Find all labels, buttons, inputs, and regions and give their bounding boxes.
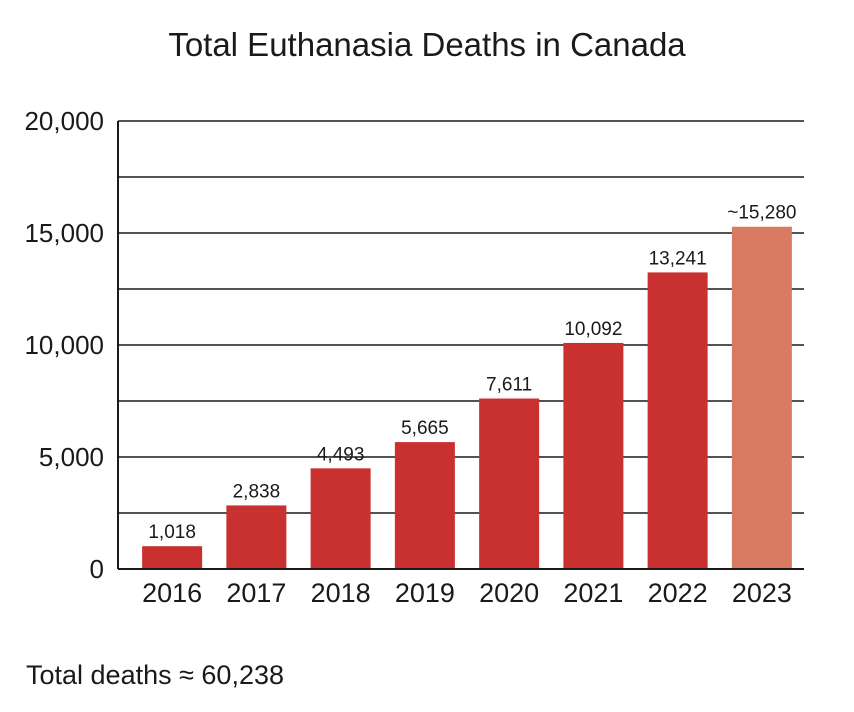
- bar-2018: [310, 468, 371, 569]
- bar-2021: [563, 342, 624, 569]
- bars: [142, 226, 792, 569]
- bar-2019: [394, 442, 455, 569]
- y-tick-label: 0: [90, 554, 104, 584]
- y-tick-label: 20,000: [24, 106, 104, 136]
- x-tick-label: 2019: [395, 578, 455, 608]
- bar-2020: [479, 398, 540, 569]
- total-deaths-note: Total deaths ≈ 60,238: [26, 660, 285, 690]
- data-label-2019: 5,665: [401, 418, 449, 439]
- x-tick-label: 2018: [311, 578, 371, 608]
- x-tick-label: 2021: [563, 578, 623, 608]
- x-axis-ticks: 2016 2017 2018 2019 2020 2021 2022 2023: [142, 578, 792, 608]
- x-tick-label: 2022: [648, 578, 708, 608]
- bar-2022: [647, 272, 708, 569]
- bar-2016: [142, 546, 203, 569]
- data-label-2018: 4,493: [317, 444, 365, 465]
- bar-2023: [731, 226, 792, 569]
- data-label-2023: ~15,280: [727, 203, 796, 224]
- y-tick-label: 5,000: [39, 442, 104, 472]
- x-tick-label: 2016: [142, 578, 202, 608]
- bar-2017: [226, 505, 287, 569]
- data-label-2022: 13,241: [649, 248, 707, 269]
- data-label-2017: 2,838: [233, 481, 281, 502]
- data-label-2020: 7,611: [486, 375, 532, 396]
- y-tick-label: 15,000: [24, 218, 104, 248]
- x-tick-label: 2023: [732, 578, 792, 608]
- data-labels: 1,018 2,838 4,493 5,665 7,611 10,092 13,241 ~15…: [148, 203, 796, 543]
- y-axis-ticks: 0 5,000 10,000 15,000 20,000: [24, 106, 104, 584]
- chart-title: Total Euthanasia Deaths in Canada: [168, 26, 686, 63]
- x-tick-label: 2017: [226, 578, 286, 608]
- data-label-2021: 10,092: [564, 319, 622, 340]
- x-tick-label: 2020: [479, 578, 539, 608]
- y-tick-label: 10,000: [24, 330, 104, 360]
- data-label-2016: 1,018: [148, 522, 196, 543]
